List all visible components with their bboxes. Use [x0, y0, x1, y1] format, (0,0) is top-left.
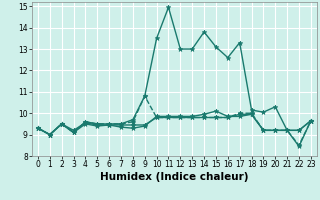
- X-axis label: Humidex (Indice chaleur): Humidex (Indice chaleur): [100, 172, 249, 182]
